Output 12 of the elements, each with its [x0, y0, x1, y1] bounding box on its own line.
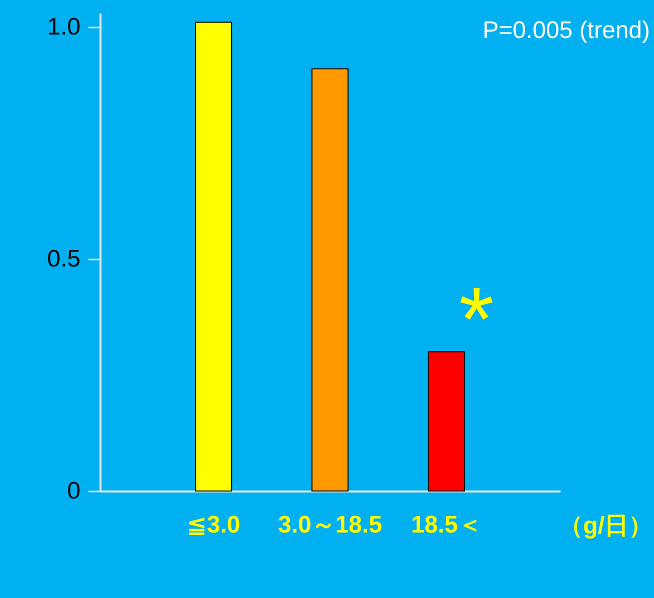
y-tick-label: 1.0: [47, 13, 80, 40]
x-axis-title: （g/日）: [559, 512, 652, 540]
x-tick-label: 3.0～18.5: [278, 512, 382, 538]
x-tick-label: 18.5＜: [411, 512, 482, 538]
bar: [194, 22, 232, 492]
annotation: *: [458, 270, 494, 370]
x-tick-label: ≦3.0: [186, 512, 240, 538]
y-tick-label: 0.5: [47, 245, 80, 272]
y-tick-label: 0: [67, 478, 80, 504]
bar: [311, 68, 349, 492]
annotation: P=0.005 (trend): [482, 17, 650, 44]
bar: [428, 351, 466, 492]
